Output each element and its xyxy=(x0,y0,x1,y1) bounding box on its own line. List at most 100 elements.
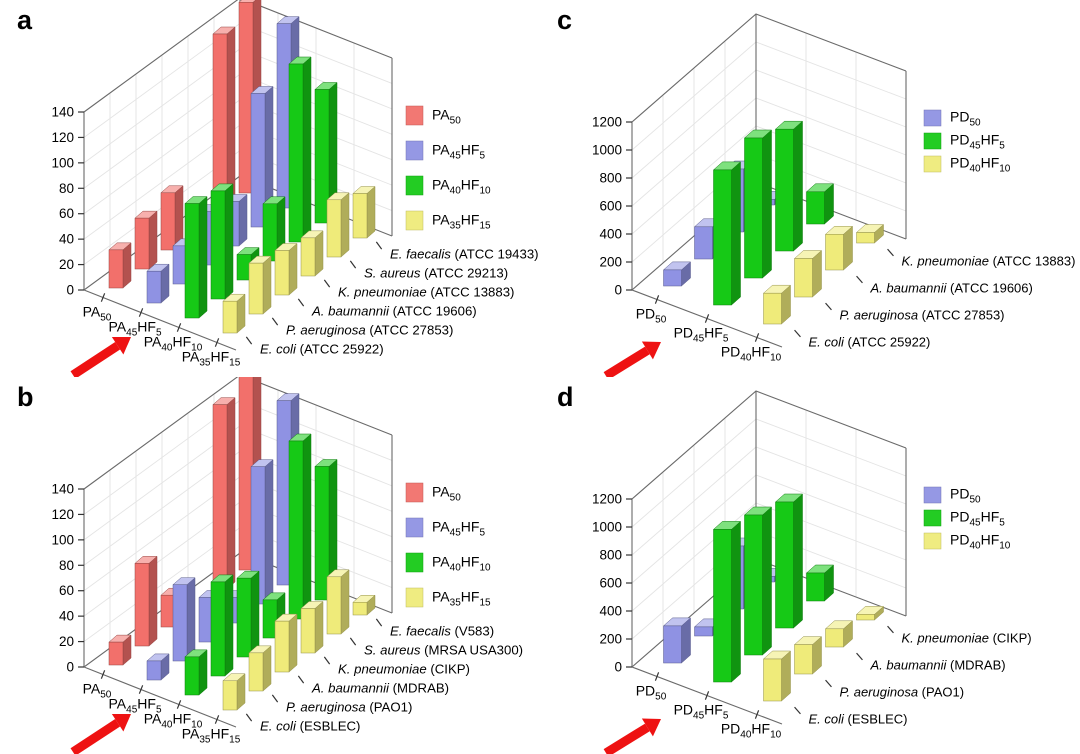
legend: PA50 PA45HF5 PA40HF10 PA35HF15 xyxy=(405,105,491,232)
bar-PA35HF15-row0 xyxy=(222,673,246,711)
bar-PA50-row0 xyxy=(108,242,132,289)
y-axis-tick-label: 140 xyxy=(51,105,74,120)
x-axis-tick-label: PD50 xyxy=(636,683,667,703)
legend-swatch xyxy=(405,482,424,503)
row-axis-label: P. aeruginosa (ATCC 27853) xyxy=(286,323,453,338)
legend-swatch xyxy=(923,155,942,173)
y-axis-tick-label: 80 xyxy=(59,181,74,196)
bar-PA40HF10-row4 xyxy=(288,56,312,243)
y-axis-tick-label: 140 xyxy=(51,482,74,497)
row-axis-label: E. coli (ATCC 25922) xyxy=(260,342,384,357)
row-axis-label: K. pneumoniae (ATCC 13883) xyxy=(338,285,514,300)
x-axis-tick-label: PA35HF15 xyxy=(182,349,241,369)
bar-PA45HF5-row0 xyxy=(146,653,170,681)
bar-PA45HF5-row4 xyxy=(250,459,274,605)
bar-PA35HF15-row3 xyxy=(300,600,324,654)
bar-PA40HF10-row0 xyxy=(184,649,208,696)
bars xyxy=(662,120,885,325)
row-axis-label: E. coli (ESBLEC) xyxy=(809,712,908,727)
y-axis-tick-label: 120 xyxy=(51,507,74,522)
panel-letter-b: b xyxy=(17,382,34,412)
bars xyxy=(108,377,376,711)
legend-label: PD40HF10 xyxy=(950,532,1011,552)
legend-label: PA35HF15 xyxy=(432,589,491,609)
panel-d: d 0 200 400 600 800 1000 1200 PD50 PD45HF5 PD40HF… xyxy=(540,377,1080,754)
x-axis-tick-label: PA35HF15 xyxy=(182,726,241,746)
highlight-arrow xyxy=(70,336,131,377)
row-axis-label: A. baumannii (ATCC 19606) xyxy=(311,304,477,319)
bar-PD45HF5-row1 xyxy=(743,506,773,656)
axis-labels: 020406080100120140PA50PA45HF5PA40HF10PA3… xyxy=(51,482,523,746)
legend-swatch xyxy=(405,587,424,608)
y-axis-tick-label: 0 xyxy=(614,660,622,675)
bar-PA40HF10-row5 xyxy=(314,458,338,601)
x-axis-tick-label: PD45HF5 xyxy=(674,325,729,345)
legend-swatch xyxy=(405,517,424,538)
row-axis-label: E. faecalis (V583) xyxy=(390,624,494,639)
bar-PA40HF10-row1 xyxy=(210,574,234,677)
bar-PA35HF15-row1 xyxy=(248,645,272,692)
row-axis-label: K. pneumoniae (CIKP) xyxy=(338,662,470,677)
bar-PD40HF10-row2 xyxy=(824,620,854,648)
bar-PA45HF5-row1 xyxy=(172,577,196,662)
y-axis-tick-label: 60 xyxy=(59,206,74,221)
row-axis-label: K. pneumoniae (ATCC 13883) xyxy=(902,254,1076,269)
axis-labels: 020040060080010001200PD50PD45HF5PD40HF10… xyxy=(592,492,1032,741)
legend-swatch xyxy=(405,140,424,161)
bar-PA40HF10-row1 xyxy=(210,183,234,300)
bar-PD40HF10-row1 xyxy=(793,636,823,675)
y-axis-tick-label: 800 xyxy=(599,548,622,563)
bar-PD45HF5-row0 xyxy=(712,520,742,683)
bar-PA50-row4 xyxy=(212,397,236,590)
bars xyxy=(662,493,885,702)
legend-label: PA45HF5 xyxy=(432,142,485,162)
row-axis-label: P. aeruginosa (PAO1) xyxy=(286,700,412,715)
bar-PA50-row2 xyxy=(160,185,184,251)
legend: PA50 PA45HF5 PA40HF10 PA35HF15 xyxy=(405,482,491,609)
legend-label: PA40HF10 xyxy=(432,177,491,197)
bar-PA40HF10-row2 xyxy=(236,247,260,281)
row-axis-label: E. coli (ATCC 25922) xyxy=(809,335,931,350)
bar-PD45HF5-row2 xyxy=(774,493,804,629)
panel-a: a 0 20 40 60 80 100 120 140 PA50 PA45HF5 PA40HF10 P… xyxy=(0,0,540,377)
y-axis-tick-label: 60 xyxy=(59,583,74,598)
bar-PD40HF10-row0 xyxy=(762,284,792,325)
bar-PA35HF15-row2 xyxy=(274,242,298,296)
legend-label: PA45HF5 xyxy=(432,519,485,539)
y-axis-tick-label: 200 xyxy=(599,632,622,647)
y-axis-tick-label: 40 xyxy=(59,609,74,624)
bar-PA45HF5-row4 xyxy=(250,85,274,228)
y-axis-tick-label: 1200 xyxy=(592,492,622,507)
highlight-arrow xyxy=(603,718,661,754)
y-axis-tick-label: 1000 xyxy=(592,143,622,158)
y-axis-tick-label: 80 xyxy=(59,558,74,573)
x-axis-tick-label: PD50 xyxy=(636,306,667,326)
row-axis-label: A. baumannii (MDRAB) xyxy=(311,681,449,696)
row-axis-label: P. aeruginosa (ATCC 27853) xyxy=(840,308,1005,323)
row-axis-label: A. baumannii (ATCC 19606) xyxy=(870,281,1033,296)
y-axis-tick-label: 120 xyxy=(51,130,74,145)
panel-d-chart: 020040060080010001200PD50PD45HF5PD40HF10… xyxy=(592,390,1032,754)
panel-letter-d: d xyxy=(557,382,574,412)
row-axis-label: S. aureus (MRSA USA300) xyxy=(364,643,523,658)
y-axis-tick-label: 400 xyxy=(599,604,622,619)
highlight-arrow xyxy=(603,341,661,377)
legend-label: PD40HF10 xyxy=(950,155,1011,175)
bar-PA50-row1 xyxy=(134,555,158,647)
row-axis-label: P. aeruginosa (PAO1) xyxy=(840,685,965,700)
x-axis-tick-label: PA45HF5 xyxy=(109,696,162,716)
legend-label: PD45HF5 xyxy=(950,132,1005,152)
highlight-arrow xyxy=(70,713,131,754)
panel-letter-a: a xyxy=(17,5,33,35)
panel-b: b 0 20 40 60 80 100 120 140 PA50 PA45HF5 PA40HF10 P… xyxy=(0,377,540,754)
bar-PA50-row0 xyxy=(108,634,132,666)
panel-c-chart: 020040060080010001200PD50PD45HF5PD40HF10… xyxy=(592,13,1076,377)
legend: PD50 PD45HF5 PD40HF10 xyxy=(923,486,1011,552)
y-axis-tick-label: 20 xyxy=(59,634,74,649)
bar-PA50-row1 xyxy=(134,210,158,270)
bar-PA40HF10-row0 xyxy=(184,196,208,319)
legend-label: PA40HF10 xyxy=(432,554,491,574)
y-axis-tick-label: 600 xyxy=(599,199,622,214)
bar-PA40HF10-row2 xyxy=(236,570,260,658)
legend-label: PD50 xyxy=(950,486,981,506)
